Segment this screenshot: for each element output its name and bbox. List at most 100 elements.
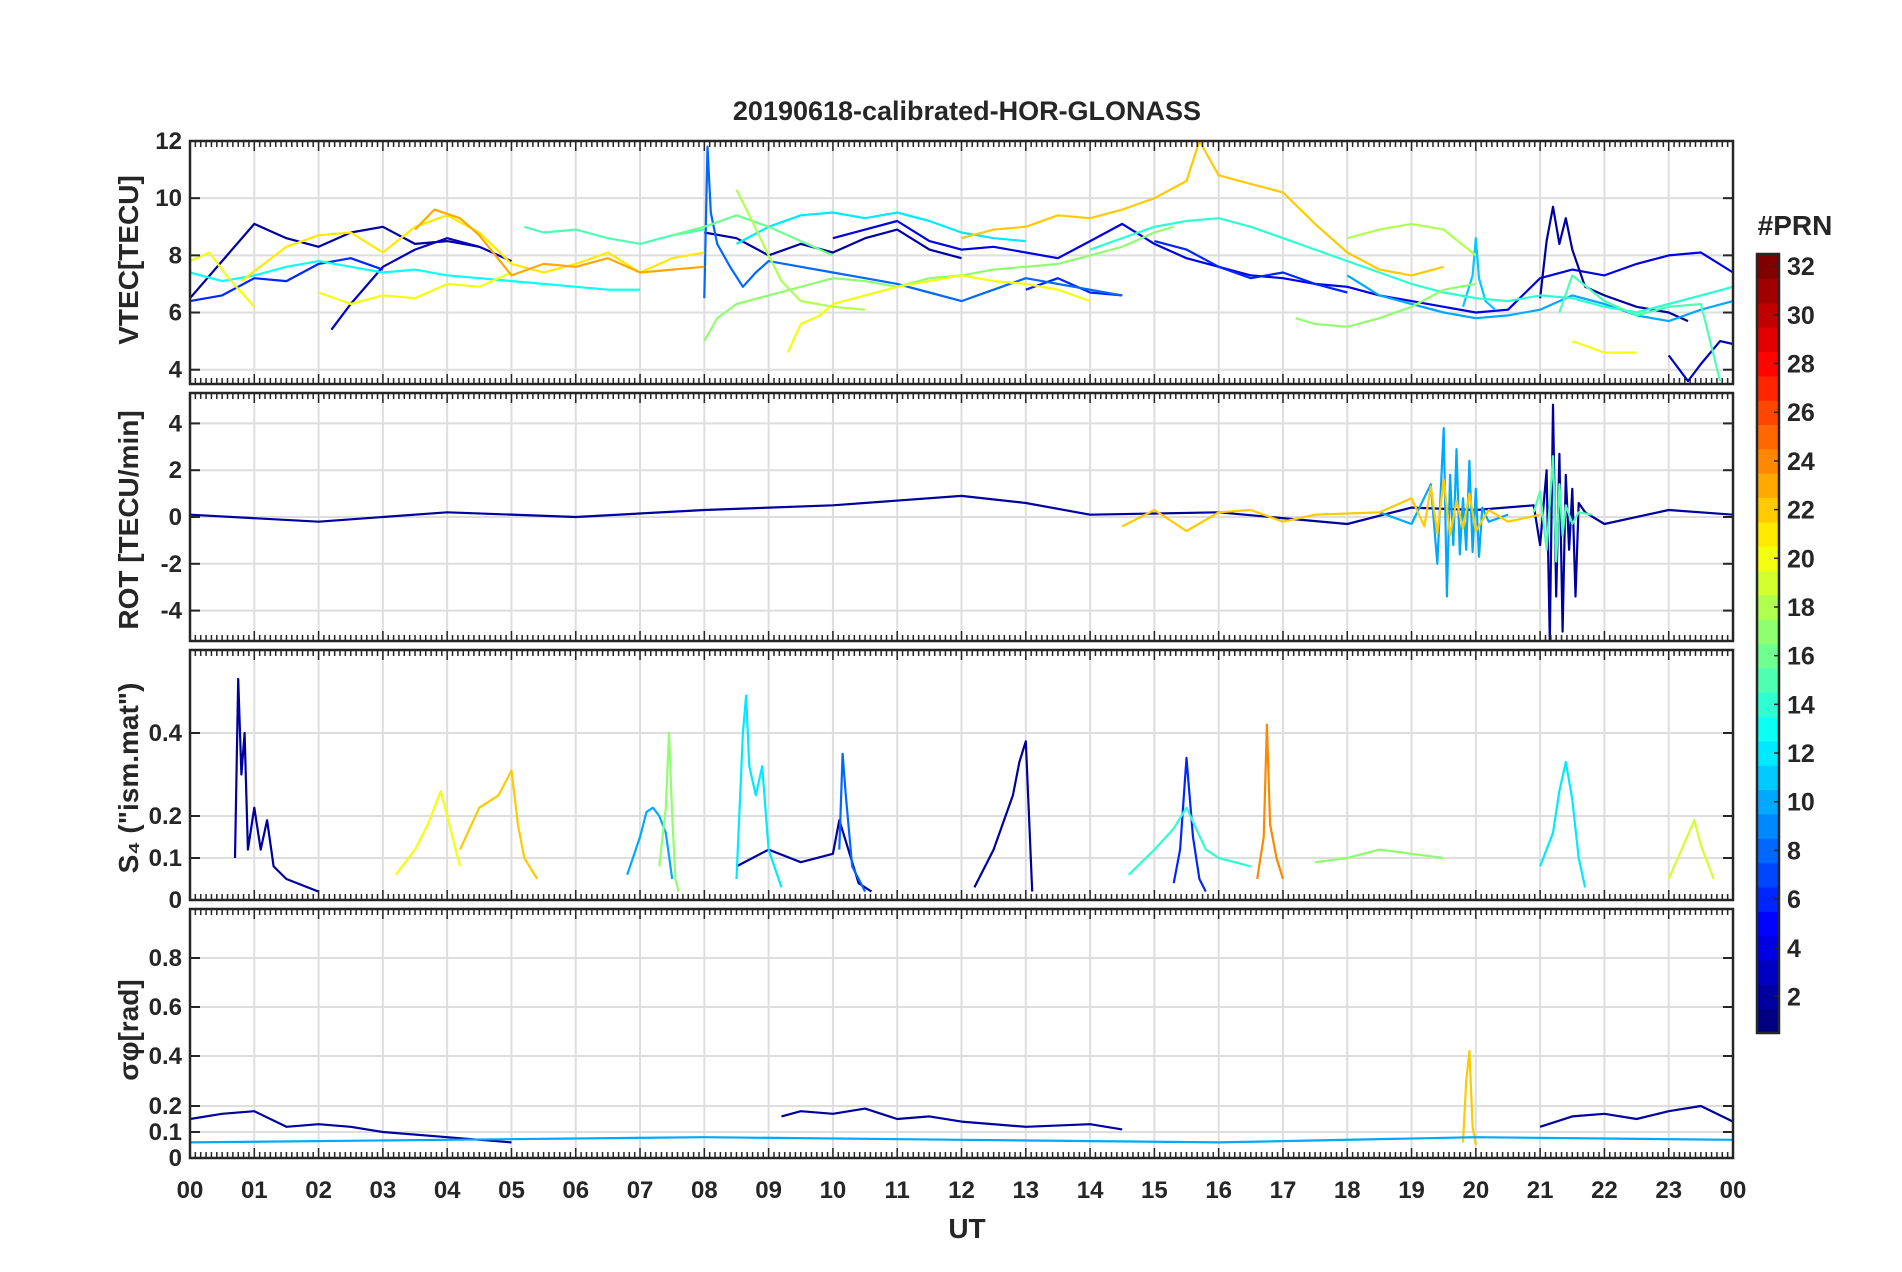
x-tick-label: 10 xyxy=(820,1177,847,1204)
y-tick-label: 0.4 xyxy=(149,720,183,747)
y-tick-label: 0.4 xyxy=(149,1043,183,1070)
colorbar-band xyxy=(1757,351,1779,377)
colorbar-band xyxy=(1757,765,1779,791)
series-line-prn-17 xyxy=(658,731,680,892)
colorbar-tick-label: 10 xyxy=(1787,789,1815,817)
colorbar-band xyxy=(1757,594,1779,620)
series-line-prn-3 xyxy=(1667,340,1734,383)
x-tick-label: 13 xyxy=(1012,1177,1039,1204)
colorbar-band xyxy=(1757,667,1779,693)
x-tick-label: 07 xyxy=(627,1177,654,1204)
series-line-prn-15 xyxy=(1558,274,1722,382)
colorbar-tick-label: 6 xyxy=(1787,886,1801,914)
series-line-prn-20 xyxy=(1571,340,1637,354)
series-line-prn-6 xyxy=(1025,277,1123,297)
sigma-phi-ylabel: σφ[rad] xyxy=(113,979,144,1080)
colorbar-band xyxy=(1757,619,1779,645)
colorbar-band xyxy=(1757,692,1779,718)
x-tick-label: 18 xyxy=(1334,1177,1361,1204)
series-line-prn-14 xyxy=(1127,806,1252,876)
colorbar-band xyxy=(1757,716,1779,742)
y-tick-label: 12 xyxy=(155,128,182,155)
y-tick-label: 0.1 xyxy=(149,1119,182,1146)
series-line-prn-21 xyxy=(240,214,705,282)
series-line-prn-2 xyxy=(189,222,480,299)
series-line-prn-2 xyxy=(704,228,962,260)
colorbar-band xyxy=(1757,473,1779,499)
colorbar-band xyxy=(1757,813,1779,839)
panel-s4: 0 0.1 0.2 0.4 S₄ ("ism.mat") xyxy=(113,648,1735,914)
series-line-prn-12 xyxy=(1539,760,1587,888)
series-line-prn-11 xyxy=(1461,237,1496,311)
colorbar-band xyxy=(1757,375,1779,401)
series-line-prn-17 xyxy=(1314,848,1444,864)
colorbar-tick-label: 2 xyxy=(1787,983,1801,1011)
colorbar-band xyxy=(1757,935,1779,961)
colorbar-band xyxy=(1757,984,1779,1010)
series-line-prn-18 xyxy=(1347,222,1477,257)
colorbar-band xyxy=(1757,400,1779,426)
x-axis-label: UT xyxy=(948,1213,985,1244)
x-tick-label: 19 xyxy=(1398,1177,1425,1204)
colorbar-band xyxy=(1757,327,1779,352)
colorbar-tick-label: 20 xyxy=(1787,545,1815,573)
colorbar-band xyxy=(1757,911,1779,937)
series-line-prn-8 xyxy=(838,752,867,893)
x-tick-label: 06 xyxy=(562,1177,589,1204)
series-line-prn-12 xyxy=(735,211,1026,245)
colorbar-tick-label: 18 xyxy=(1787,594,1815,622)
colorbar-band xyxy=(1757,521,1779,547)
colorbar-band xyxy=(1757,448,1779,474)
colorbar-tick-label: 32 xyxy=(1787,253,1815,281)
colorbar-tick-label: 16 xyxy=(1787,643,1815,671)
colorbar-tick-label: 28 xyxy=(1787,351,1815,379)
y-tick-label: 2 xyxy=(169,457,182,484)
series-line-prn-22 xyxy=(459,769,539,880)
series-line-prn-10 xyxy=(626,806,674,880)
panel-vtec: 4 6 8 10 12 VTEC[TECU] xyxy=(113,128,1735,386)
y-tick-label: 0.2 xyxy=(149,803,182,830)
x-tick-label: 22 xyxy=(1591,1177,1618,1204)
series-line-prn-10 xyxy=(1379,427,1509,598)
series-line-prn-6 xyxy=(1154,240,1348,294)
y-tick-label: -2 xyxy=(161,551,182,578)
series-line-prn-6 xyxy=(1172,756,1207,893)
colorbar-band xyxy=(1757,862,1779,888)
colorbar-band xyxy=(1757,278,1779,304)
colorbar-band xyxy=(1757,740,1779,766)
x-tick-label: 08 xyxy=(691,1177,718,1204)
series-line-prn-17 xyxy=(703,225,1175,342)
colorbar-band xyxy=(1757,886,1779,912)
series-line-prn-20 xyxy=(394,789,462,876)
series-line-prn-22 xyxy=(1121,478,1541,537)
panel-rot: -4 -2 0 2 4 ROT [TECU/min] xyxy=(113,391,1735,643)
series-line-prn-18 xyxy=(735,189,866,311)
x-tick-label: 03 xyxy=(370,1177,397,1204)
series-line-prn-6 xyxy=(189,257,384,303)
y-tick-label: 10 xyxy=(155,185,182,212)
series-line-prn-20 xyxy=(189,251,256,308)
y-tick-label: 4 xyxy=(169,357,183,384)
colorbar-tick-label: 4 xyxy=(1787,935,1801,963)
y-tick-label: 8 xyxy=(169,242,182,269)
series-line-prn-2 xyxy=(1539,1104,1734,1128)
series-line-prn-22 xyxy=(1461,1049,1477,1146)
y-tick-label: 0.6 xyxy=(149,994,182,1021)
y-tick-label: 0 xyxy=(169,887,182,914)
series-line-prn-19 xyxy=(1667,819,1715,880)
series-line-prn-4 xyxy=(832,219,1734,314)
series-line-prn-12 xyxy=(735,694,783,888)
series-line-prn-17 xyxy=(1295,282,1476,328)
colorbar-tick-label: 14 xyxy=(1787,691,1815,719)
x-tick-label: 01 xyxy=(241,1177,268,1204)
colorbar-tick-label: 26 xyxy=(1787,399,1815,427)
colorbar-band xyxy=(1757,789,1779,815)
series-line-prn-20 xyxy=(786,274,1091,354)
y-tick-label: 0.8 xyxy=(149,945,182,972)
x-tick-label: 21 xyxy=(1527,1177,1554,1204)
x-tick-label: 00 xyxy=(177,1177,204,1204)
x-tick-label: 02 xyxy=(305,1177,332,1204)
series-line-prn-24 xyxy=(1256,723,1285,880)
